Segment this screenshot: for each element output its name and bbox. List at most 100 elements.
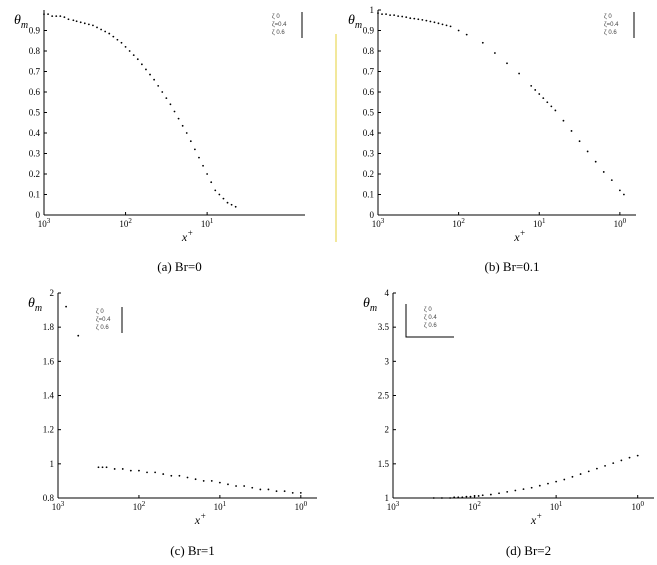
data-point bbox=[65, 305, 67, 308]
y-tick-label: 2 bbox=[385, 425, 390, 435]
data-point bbox=[259, 488, 262, 491]
data-point bbox=[165, 97, 168, 100]
data-point bbox=[562, 119, 565, 122]
data-point bbox=[628, 456, 631, 459]
data-point bbox=[393, 14, 396, 17]
data-point bbox=[194, 478, 197, 481]
y-tick-label: 0.6 bbox=[363, 87, 375, 97]
chart-panel-2: 0 0.1 0.2 0.3 0.4 0.5 0.6 0.7 0.8 0.9 1 103 102 101 10… bbox=[348, 5, 636, 274]
data-point bbox=[75, 20, 78, 23]
data-point bbox=[43, 13, 45, 15]
data-point bbox=[101, 466, 104, 469]
y-tick-label: 0.3 bbox=[363, 149, 375, 159]
data-point bbox=[522, 488, 525, 491]
x-tick-label: 101 bbox=[550, 500, 563, 512]
data-point bbox=[177, 117, 180, 120]
x-tick-label: 103 bbox=[38, 217, 51, 229]
data-point bbox=[612, 462, 615, 465]
data-point bbox=[100, 28, 102, 31]
data-point bbox=[92, 24, 94, 27]
data-point bbox=[397, 15, 400, 18]
data-point bbox=[571, 475, 574, 478]
legend-entry: ζ 0.6 bbox=[272, 30, 285, 36]
data-point bbox=[433, 21, 436, 24]
data-point bbox=[578, 140, 581, 143]
data-point bbox=[437, 22, 440, 25]
data-point bbox=[550, 105, 553, 108]
data-point bbox=[477, 495, 480, 497]
y-tick-label: 0.8 bbox=[363, 46, 375, 56]
legend-entry: ζ 0 bbox=[424, 307, 432, 313]
y-tick-label: 0.5 bbox=[363, 108, 375, 118]
data-point bbox=[51, 15, 54, 18]
y-axis-label: θm bbox=[348, 13, 362, 31]
legend: ζ 0 ζ=0.4 ζ 0.6 bbox=[604, 12, 635, 38]
x-tick-label: 100 bbox=[295, 500, 308, 512]
panel-caption: (d) Br=2 bbox=[506, 543, 551, 558]
data-point bbox=[243, 485, 246, 487]
x-tick-label: 101 bbox=[201, 217, 214, 229]
data-point bbox=[210, 181, 213, 184]
legend-entry: ζ=0.4 bbox=[272, 22, 287, 28]
data-point bbox=[602, 171, 605, 173]
data-point bbox=[547, 482, 549, 485]
data-point bbox=[108, 32, 111, 35]
data-point bbox=[546, 101, 549, 104]
chart-panel-3: 0.8 1 1.2 1.4 1.6 1.8 2 103 102 101 100 θm x+ ζ 0 ζ=0.… bbox=[28, 288, 317, 558]
x-tick-label: 103 bbox=[372, 217, 385, 229]
data-point bbox=[481, 494, 484, 497]
data-point bbox=[173, 110, 176, 113]
data-point bbox=[96, 26, 98, 29]
x-tick-label: 102 bbox=[133, 500, 146, 512]
data-point bbox=[161, 91, 164, 93]
data-point bbox=[140, 63, 143, 66]
data-point bbox=[449, 25, 452, 28]
y-tick-label: 0.2 bbox=[29, 169, 40, 179]
x-tick-label: 103 bbox=[387, 500, 400, 512]
data-point bbox=[112, 35, 115, 38]
data-point bbox=[226, 201, 229, 204]
data-point bbox=[534, 89, 537, 91]
y-tick-label: 1 bbox=[50, 459, 55, 469]
data-point bbox=[83, 22, 86, 25]
data-point bbox=[381, 13, 383, 15]
data-point bbox=[596, 467, 598, 470]
data-point bbox=[120, 41, 123, 44]
y-tick-label: 0.8 bbox=[43, 493, 55, 503]
data-point bbox=[218, 481, 221, 484]
data-point bbox=[623, 193, 625, 196]
data-point bbox=[405, 16, 408, 19]
y-tick-label: 1 bbox=[370, 5, 375, 15]
data-point bbox=[554, 109, 557, 112]
data-point bbox=[530, 84, 533, 87]
data-point bbox=[59, 15, 62, 18]
data-point bbox=[465, 33, 468, 36]
data-point bbox=[97, 466, 100, 469]
legend-entry: ζ 0 bbox=[96, 309, 104, 315]
y-tick-label: 0.2 bbox=[363, 169, 374, 179]
data-point bbox=[186, 476, 189, 479]
x-axis-label: x+ bbox=[194, 511, 206, 527]
y-tick-label: 1.5 bbox=[378, 459, 390, 469]
data-point bbox=[206, 173, 209, 175]
x-tick-label: 103 bbox=[52, 500, 65, 512]
y-tick-label: 1.6 bbox=[43, 356, 55, 366]
panel-caption: (a) Br=0 bbox=[157, 259, 202, 274]
y-tick-label: 0.3 bbox=[29, 149, 41, 159]
legend: ζ 0 ζ=0.4 ζ 0.6 bbox=[96, 307, 123, 333]
data-point bbox=[563, 478, 566, 481]
data-point bbox=[449, 497, 451, 499]
x-tick-label: 102 bbox=[119, 217, 132, 229]
data-point bbox=[469, 495, 472, 498]
data-point bbox=[149, 73, 151, 76]
data-point bbox=[514, 489, 517, 492]
y-tick-label: 0.8 bbox=[29, 46, 41, 56]
y-tick-label: 0.7 bbox=[363, 67, 375, 77]
data-point bbox=[385, 13, 387, 15]
y-tick-label: 0.4 bbox=[363, 128, 375, 138]
data-point bbox=[146, 471, 148, 474]
data-point bbox=[234, 205, 237, 208]
data-point bbox=[222, 197, 225, 200]
y-tick-label: 0.9 bbox=[363, 26, 375, 36]
